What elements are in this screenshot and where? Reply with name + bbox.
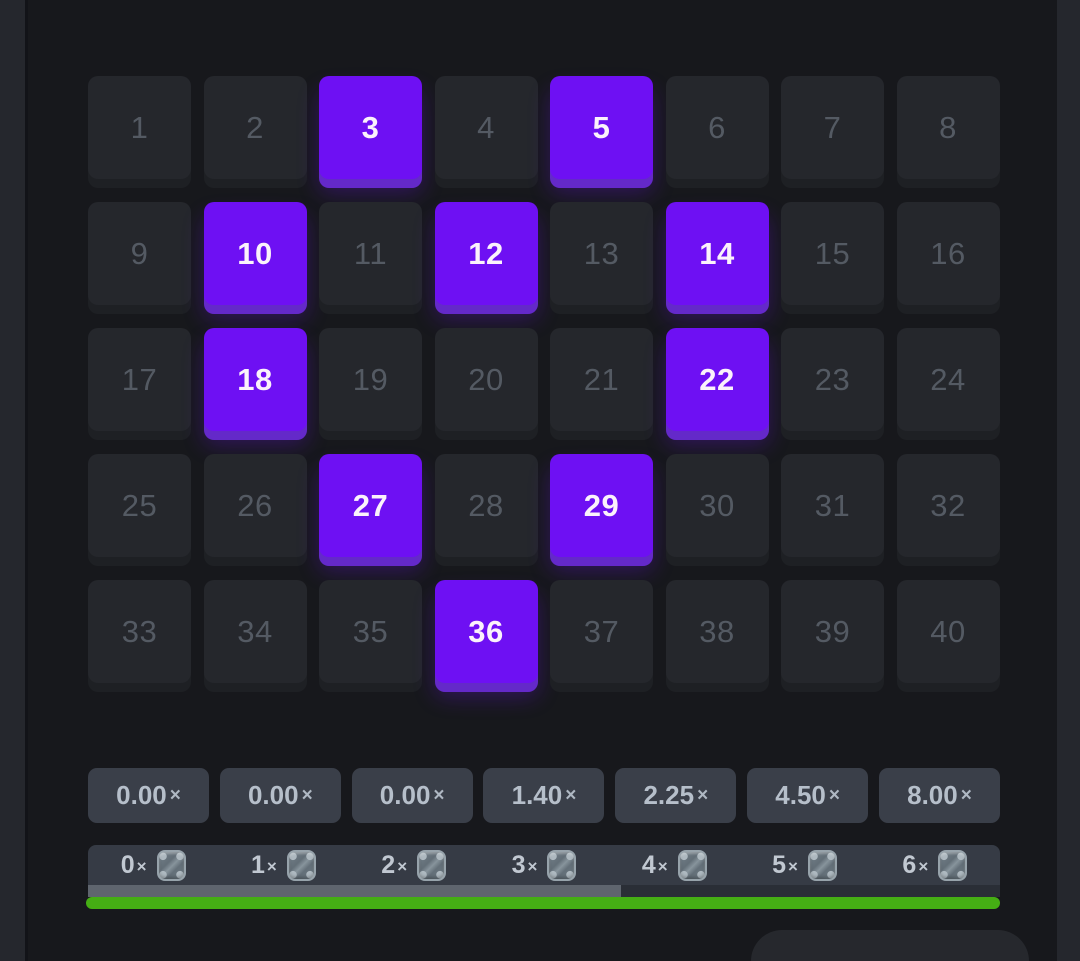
keno-tile-34[interactable]: 34 [203,580,307,683]
keno-tile-14-selected[interactable]: 14 [665,202,769,305]
keno-tile-10-selected[interactable]: 10 [203,202,307,305]
keno-tile-24[interactable]: 24 [896,328,1000,431]
keno-tile-40[interactable]: 40 [896,580,1000,683]
keno-tile-18-selected[interactable]: 18 [203,328,307,431]
keno-tile-28[interactable]: 28 [434,454,538,557]
multiplier-button-0-hits: 0.00 × [88,768,209,823]
keno-tile-35[interactable]: 35 [319,580,422,683]
times-symbol: × [527,856,538,876]
round-timer-bar [86,897,1000,909]
keno-tile-39[interactable]: 39 [781,580,884,683]
keno-tile-17[interactable]: 17 [88,328,191,431]
multiplier-button-2-hits: 0.00 × [351,768,473,823]
multiplier-value: 2.25 [643,780,695,810]
gem-icon [417,849,447,881]
keno-tile-32[interactable]: 32 [896,454,1000,557]
keno-tile-8[interactable]: 8 [896,76,1000,179]
keno-tile-1[interactable]: 1 [88,76,191,179]
keno-tile-2[interactable]: 2 [203,76,307,179]
hits-count: 6 [902,850,917,879]
keno-tile-6[interactable]: 6 [665,76,769,179]
keno-tile-21[interactable]: 21 [550,328,653,431]
keno-tile-12-selected[interactable]: 12 [434,202,538,305]
times-symbol: × [960,784,972,806]
hits-count: 4 [641,850,656,879]
hits-cell-5: 5 × [739,845,869,885]
multiplier-value: 8.00 [907,780,958,810]
keno-tile-7[interactable]: 7 [781,76,884,179]
keno-board: 1 2 3 4 5 6 7 8 9 10 11 12 13 14 15 16 17 18 19 20 21 22 23 24 2… [88,76,1000,683]
keno-tile-29-selected[interactable]: 29 [550,454,653,557]
bottom-sheet[interactable] [751,930,1029,961]
hits-count: 1 [251,850,265,879]
keno-tile-11[interactable]: 11 [319,202,422,305]
keno-tile-23[interactable]: 23 [781,328,884,431]
multiplier-value: 0.00 [247,780,299,810]
multiplier-button-3-hits: 1.40 × [483,768,605,823]
keno-tile-26[interactable]: 26 [203,454,307,557]
hits-cell-6: 6 × [870,845,1000,885]
hits-cell-0: 0 × [88,845,218,885]
keno-tile-30[interactable]: 30 [665,454,769,557]
keno-tile-37[interactable]: 37 [550,580,653,683]
keno-tile-33[interactable]: 33 [88,580,191,683]
keno-tile-22-selected[interactable]: 22 [665,328,769,431]
keno-tile-31[interactable]: 31 [781,454,884,557]
multiplier-value: 0.00 [116,780,167,810]
paytable-hits-bar: 0 × 1 × 2 × 3 × 4 × 5 × 6 × [88,845,1000,885]
hits-cell-2: 2 × [349,845,479,885]
multiplier-value: 0.00 [379,780,431,810]
gem-icon [938,849,968,881]
hits-count: 3 [511,850,526,879]
times-symbol: × [828,784,840,806]
multiplier-value: 1.40 [511,780,563,810]
keno-tile-25[interactable]: 25 [88,454,191,557]
times-symbol: × [788,856,798,876]
hits-count: 5 [772,850,787,879]
gem-icon [156,849,186,881]
progress-track [88,885,1000,897]
times-symbol: × [433,784,445,806]
keno-tile-15[interactable]: 15 [781,202,884,305]
times-symbol: × [697,784,709,806]
gem-icon [286,849,316,881]
times-symbol: × [565,784,577,806]
times-symbol: × [301,784,313,806]
keno-tile-19[interactable]: 19 [319,328,422,431]
hits-count: 0 [120,850,135,879]
keno-tile-16[interactable]: 16 [896,202,1000,305]
keno-tile-5-selected[interactable]: 5 [550,76,653,179]
keno-tile-9[interactable]: 9 [88,202,191,305]
gem-icon [807,849,837,881]
keno-tile-4[interactable]: 4 [434,76,538,179]
times-symbol: × [657,856,668,876]
times-symbol: × [266,856,277,876]
keno-tile-27-selected[interactable]: 27 [319,454,422,557]
keno-tile-13[interactable]: 13 [550,202,653,305]
hits-count: 2 [381,850,396,879]
keno-tile-3-selected[interactable]: 3 [319,76,422,179]
multiplier-value: 4.50 [775,780,826,810]
times-symbol: × [918,856,929,876]
keno-tile-38[interactable]: 38 [665,580,769,683]
paytable-multiplier-row: 0.00 × 0.00 × 0.00 × 1.40 × 2.25 × 4.50 × 8.00 × [88,768,1000,823]
keno-tile-36-selected[interactable]: 36 [434,580,538,683]
times-symbol: × [136,856,147,876]
hits-cell-3: 3 × [479,845,609,885]
multiplier-button-1-hits: 0.00 × [219,768,341,823]
times-symbol: × [169,784,181,806]
multiplier-button-6-hits: 8.00 × [878,768,1000,823]
keno-tile-20[interactable]: 20 [434,328,538,431]
multiplier-button-5-hits: 4.50 × [747,768,869,823]
times-symbol: × [397,856,408,876]
keno-game-panel: 1 2 3 4 5 6 7 8 9 10 11 12 13 14 15 16 17 18 19 20 21 22 23 24 2… [25,0,1057,961]
multiplier-button-4-hits: 2.25 × [615,768,737,823]
progress-track-fill [88,885,621,897]
hits-cell-4: 4 × [609,845,739,885]
gem-icon [677,849,707,881]
hits-cell-1: 1 × [218,845,348,885]
gem-icon [547,849,577,881]
